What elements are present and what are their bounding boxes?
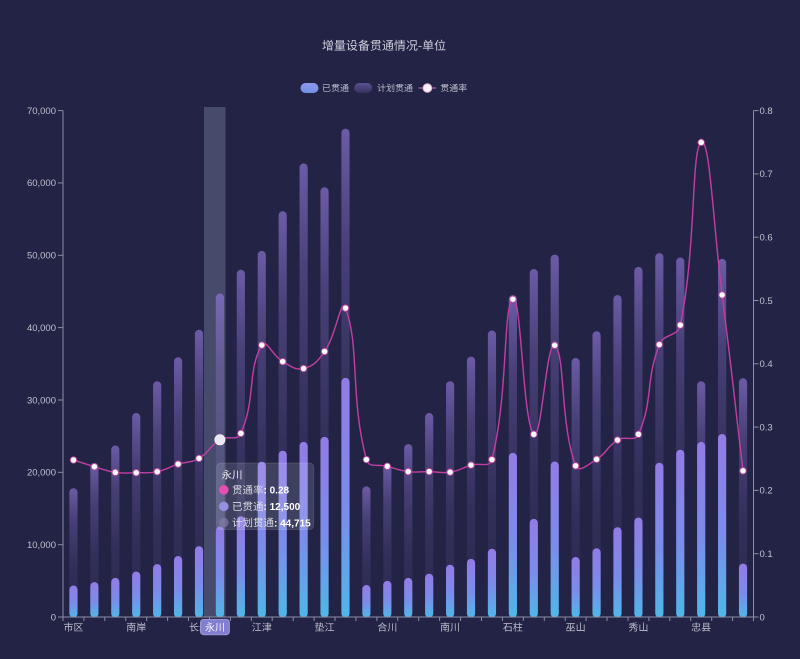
svg-text:0.8: 0.8 bbox=[760, 106, 773, 117]
svg-text:: 44,715: : 44,715 bbox=[274, 518, 311, 529]
svg-text:: 0.28: : 0.28 bbox=[264, 486, 290, 497]
svg-text:0.1: 0.1 bbox=[760, 549, 773, 560]
svg-text:0: 0 bbox=[51, 612, 56, 623]
svg-text:: 12,500: : 12,500 bbox=[264, 502, 301, 513]
svg-text:50,000: 50,000 bbox=[27, 251, 56, 262]
svg-text:0.7: 0.7 bbox=[760, 169, 773, 180]
svg-text:0.4: 0.4 bbox=[760, 359, 773, 370]
svg-text:20,000: 20,000 bbox=[27, 468, 56, 479]
svg-text:70,000: 70,000 bbox=[27, 106, 56, 117]
svg-text:60,000: 60,000 bbox=[27, 178, 56, 189]
svg-text:0: 0 bbox=[760, 612, 765, 623]
svg-text:0.5: 0.5 bbox=[760, 296, 773, 307]
svg-text:0.2: 0.2 bbox=[760, 486, 773, 497]
svg-text:40,000: 40,000 bbox=[27, 323, 56, 334]
svg-text:30,000: 30,000 bbox=[27, 395, 56, 406]
svg-text:0.6: 0.6 bbox=[760, 233, 773, 244]
svg-text:10,000: 10,000 bbox=[27, 540, 56, 551]
svg-text:0.3: 0.3 bbox=[760, 422, 773, 433]
